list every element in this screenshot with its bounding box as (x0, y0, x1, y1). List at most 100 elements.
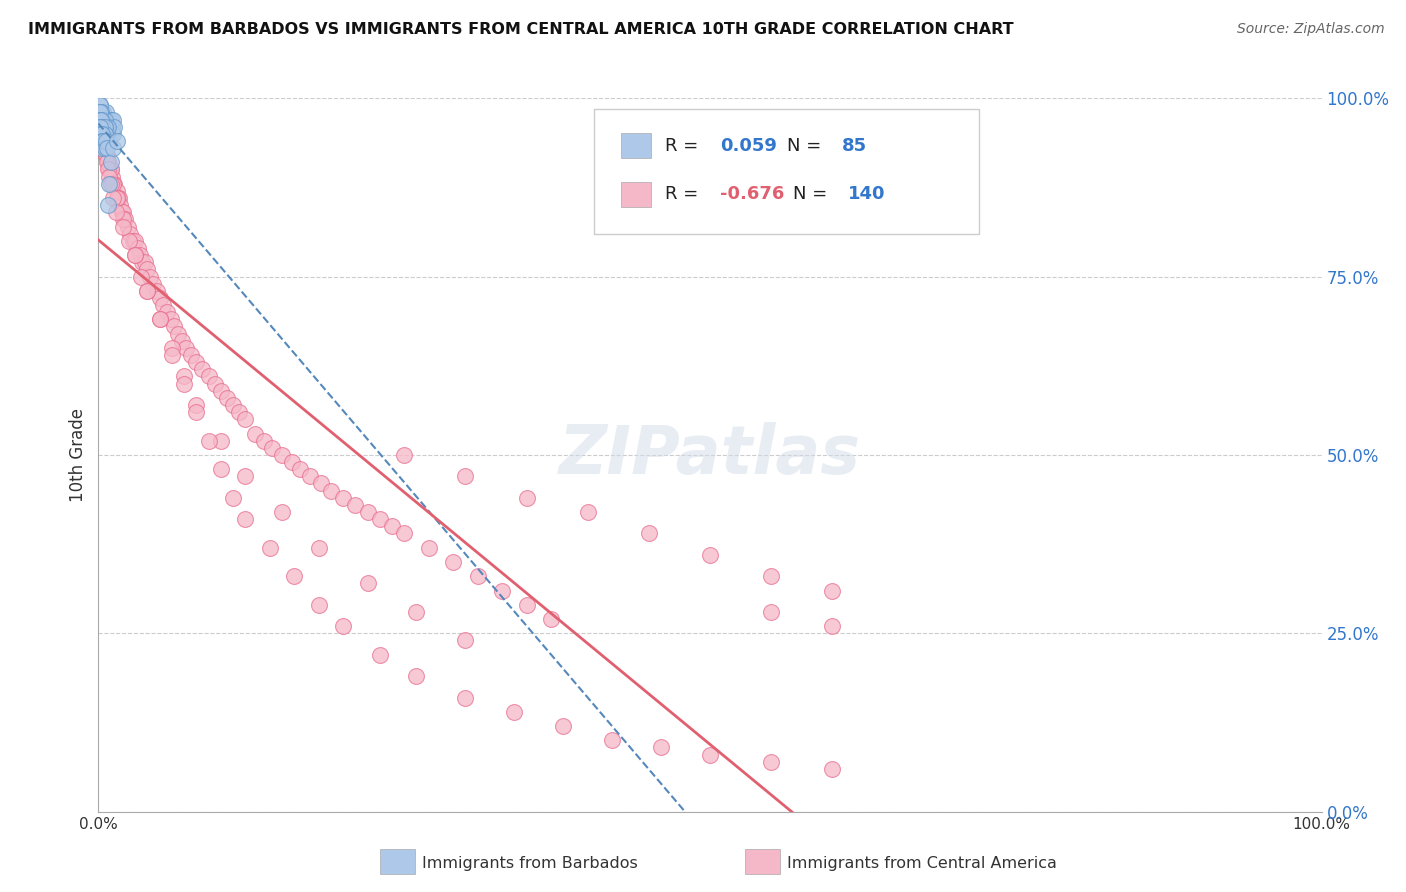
Point (90, 141, 112, 155)
Point (146, 284, 169, 298)
Point (650, 740, 672, 755)
Point (309, 476, 332, 491)
Point (91, 134, 114, 148)
Point (91, 120, 114, 134)
Point (91, 127, 114, 141)
Point (91, 112, 114, 127)
Point (454, 469, 477, 483)
Point (94, 134, 117, 148)
Point (97, 155, 120, 169)
Point (101, 191, 124, 205)
Point (89, 112, 111, 127)
Point (100, 162, 122, 177)
Point (98, 177, 121, 191)
Point (131, 255, 153, 269)
Point (319, 483, 342, 498)
Point (90, 120, 112, 134)
Point (103, 120, 125, 134)
Point (105, 184, 128, 198)
Point (111, 205, 134, 219)
Point (454, 690, 477, 705)
Point (105, 191, 128, 205)
Point (124, 248, 146, 262)
Point (96, 112, 118, 127)
Point (89, 120, 111, 134)
Point (280, 455, 302, 469)
Y-axis label: 10th Grade: 10th Grade (69, 408, 87, 502)
Point (186, 405, 208, 419)
Point (91, 134, 114, 148)
Text: 140: 140 (848, 186, 886, 203)
Point (91, 112, 114, 127)
Point (98, 162, 121, 177)
Point (160, 348, 183, 362)
Point (356, 505, 378, 519)
Point (136, 284, 159, 298)
Point (356, 576, 378, 591)
Point (209, 384, 232, 398)
Point (259, 541, 281, 555)
Point (111, 212, 134, 227)
Point (91, 120, 114, 134)
Point (97, 120, 120, 134)
Point (89, 120, 111, 134)
Point (344, 498, 367, 512)
Point (233, 412, 256, 426)
Point (90, 112, 112, 127)
Point (821, 762, 844, 776)
Point (90, 120, 112, 134)
Point (91, 134, 114, 148)
Text: N =: N = (793, 186, 834, 203)
Point (94, 120, 117, 134)
Point (89, 127, 111, 141)
Point (93, 127, 115, 141)
Point (100, 162, 122, 177)
Point (290, 462, 312, 476)
Point (540, 612, 562, 626)
Point (91, 127, 114, 141)
Point (515, 491, 537, 505)
Point (821, 619, 844, 633)
Text: 85: 85 (842, 136, 868, 154)
Point (91, 134, 114, 148)
Point (91, 120, 114, 134)
Point (170, 334, 193, 348)
Point (101, 169, 124, 184)
Point (180, 348, 202, 362)
Point (108, 191, 131, 205)
Point (89, 127, 111, 141)
Point (100, 112, 122, 127)
Point (699, 747, 721, 762)
Text: Source: ZipAtlas.com: Source: ZipAtlas.com (1237, 22, 1385, 37)
Point (222, 398, 245, 412)
Point (90, 134, 112, 148)
Point (89, 105, 111, 120)
Point (101, 127, 124, 141)
Text: R =: R = (665, 186, 704, 203)
Point (134, 255, 156, 269)
Point (101, 177, 124, 191)
Point (197, 369, 219, 384)
Point (104, 205, 127, 219)
Point (96, 120, 118, 134)
Point (139, 269, 162, 284)
Point (149, 312, 172, 326)
Point (121, 234, 143, 248)
Point (600, 733, 623, 747)
Point (91, 105, 114, 120)
Point (89, 120, 111, 134)
Point (381, 519, 404, 533)
Point (110, 198, 132, 212)
Point (91, 120, 114, 134)
Point (89, 112, 111, 127)
Text: IMMIGRANTS FROM BARBADOS VS IMMIGRANTS FROM CENTRAL AMERICA 10TH GRADE CORRELATI: IMMIGRANTS FROM BARBADOS VS IMMIGRANTS F… (28, 22, 1014, 37)
Point (93, 134, 115, 148)
Text: ZIPatlas: ZIPatlas (560, 422, 860, 488)
Point (93, 120, 115, 134)
Point (93, 141, 115, 155)
Text: Immigrants from Barbados: Immigrants from Barbados (422, 856, 637, 871)
Point (821, 583, 844, 598)
Point (96, 127, 118, 141)
Point (114, 212, 136, 227)
Point (96, 127, 118, 141)
